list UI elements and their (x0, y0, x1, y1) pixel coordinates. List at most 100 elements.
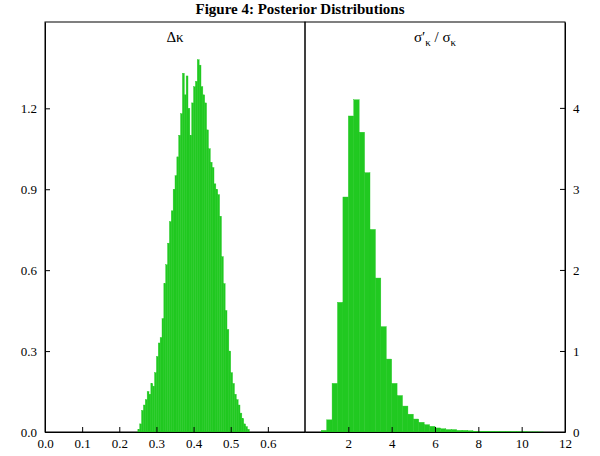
panel: 0.00.10.20.30.40.50.60.00.30.60.91.2Δκ (21, 22, 306, 451)
histogram-bar (162, 319, 164, 432)
x-axis-tick-mark (522, 427, 523, 432)
x-axis-tick-mark (231, 427, 232, 432)
histogram-bar (321, 430, 326, 432)
histogram-bar (155, 373, 157, 432)
histogram-bar (184, 95, 186, 432)
histogram-bar (343, 197, 348, 432)
histogram-bar (392, 383, 397, 432)
histogram-bar (194, 87, 196, 432)
y-axis-tick: 4 (560, 101, 580, 116)
x-axis-tick: 0.1 (75, 427, 91, 451)
histogram-bar (201, 87, 203, 432)
histogram-bar (212, 168, 214, 432)
histogram-bar (244, 424, 246, 432)
y-axis-tick-mark (560, 351, 565, 352)
y-axis-tick: 1.2 (21, 101, 50, 116)
histogram-bar (338, 302, 343, 432)
x-axis-line (306, 432, 566, 433)
histogram-bar (156, 356, 158, 432)
histogram-bar (229, 351, 231, 432)
histogram-bar (511, 431, 516, 432)
y-axis-tick-label: 2 (573, 263, 580, 278)
plot-frame (45, 22, 305, 432)
x-axis-tick-mark (392, 427, 393, 432)
y-axis-tick: 3 (560, 182, 580, 197)
x-axis-tick: 2 (346, 427, 353, 451)
y-axis-tick-label: 0.0 (21, 425, 37, 440)
histogram-bar (440, 429, 445, 432)
histogram-bar (181, 114, 183, 432)
histogram-bar (169, 222, 171, 432)
histogram-bar (218, 195, 220, 432)
histogram-bar (538, 431, 543, 432)
histogram-bar (225, 311, 227, 432)
x-axis-tick: 10 (516, 427, 529, 451)
histogram-bar (462, 430, 467, 432)
x-axis-tick-label: 8 (476, 436, 483, 451)
histogram-bar (142, 410, 144, 432)
histogram-bar (435, 428, 440, 432)
histogram-bar (220, 216, 222, 432)
histogram-bar (327, 420, 332, 432)
chart: Figure 4: Posterior Distributions0.00.10… (0, 0, 600, 456)
histogram-bar (203, 95, 205, 432)
y-axis-line (45, 23, 46, 433)
histogram-bar (160, 338, 162, 432)
x-axis-tick-label: 0.4 (186, 436, 203, 451)
histogram-bar (505, 431, 510, 432)
x-axis-tick-label: 12 (559, 436, 572, 451)
histogram-bar (140, 424, 142, 432)
y-axis-tick: 1 (560, 344, 580, 359)
x-axis-tick-label: 2 (346, 436, 353, 451)
x-axis-tick: 0.6 (260, 427, 277, 451)
histogram-bar (186, 76, 188, 432)
histogram-bar (451, 430, 456, 432)
histogram-bar (495, 431, 500, 432)
y-axis-line (565, 23, 566, 433)
y-axis-tick-mark (560, 270, 565, 271)
bars (138, 60, 249, 432)
histogram-bar (164, 284, 166, 432)
x-axis-tick-label: 0.1 (75, 436, 91, 451)
y-axis-tick: 0.0 (21, 425, 50, 440)
histogram-bar (424, 425, 429, 432)
x-axis: 2 4 6 8 10 12 (306, 427, 573, 451)
x-axis-line (46, 432, 306, 433)
histogram-bar (199, 65, 201, 432)
histogram-bar (179, 135, 181, 432)
histogram-bar (516, 431, 521, 432)
x-axis-tick-label: 0.2 (112, 436, 128, 451)
histogram-bar (484, 431, 489, 432)
x-axis-tick-label: 0.6 (260, 436, 277, 451)
y-axis-tick-label: 1.2 (21, 101, 37, 116)
histogram-bar (316, 432, 321, 433)
histogram-bar (408, 414, 413, 432)
histogram-bar (231, 373, 233, 432)
x-axis-tick-label: 6 (432, 436, 439, 451)
histogram-bar (171, 211, 173, 432)
x-axis-tick: 4 (389, 427, 396, 451)
histogram-bar (370, 229, 375, 432)
y-axis-tick-label: 0.6 (21, 263, 38, 278)
panel-title-part: Δ (166, 29, 176, 45)
panel-title-part: κ (176, 29, 184, 45)
histogram-bar (208, 149, 210, 432)
histogram-bar (143, 405, 145, 432)
histogram-bar (403, 406, 408, 432)
x-axis-tick-label: 4 (389, 436, 396, 451)
histogram-bar (419, 422, 424, 432)
x-axis-tick-mark (194, 427, 195, 432)
histogram-bar (145, 400, 147, 432)
histogram-bar (190, 135, 192, 432)
histogram-bar (234, 394, 236, 432)
y-axis: 0 1 2 3 4 (560, 23, 580, 440)
histogram-bar (214, 184, 216, 432)
histogram-bar (147, 392, 149, 432)
histogram-bar (473, 431, 478, 432)
histogram-bar (205, 103, 207, 432)
y-axis-tick-label: 0 (573, 425, 580, 440)
histogram-bar (246, 427, 248, 432)
histogram-bar (430, 426, 435, 432)
histogram-bar (446, 430, 451, 432)
x-axis-tick: 0.5 (223, 427, 239, 451)
